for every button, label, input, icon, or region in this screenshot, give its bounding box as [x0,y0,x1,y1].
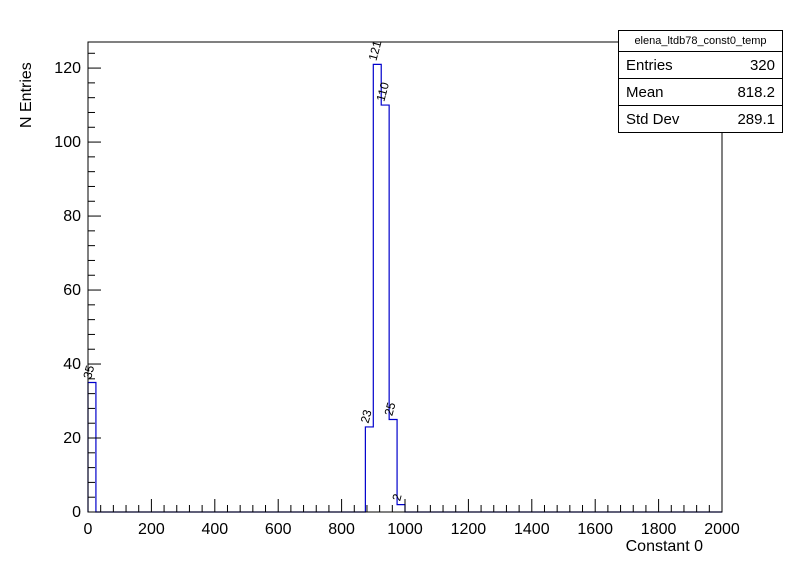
x-tick-label: 1400 [514,521,550,538]
x-tick-label: 800 [328,521,355,538]
bin-count-label: 2 [389,492,404,502]
x-tick-label: 0 [84,521,93,538]
stats-box-title: elena_ltdb78_const0_temp [619,31,782,52]
x-tick-label: 1200 [451,521,487,538]
x-tick-label: 1800 [641,521,677,538]
stats-value-mean: 818.2 [737,83,775,101]
y-tick-label: 40 [63,356,81,373]
stats-box: elena_ltdb78_const0_temp Entries 320 Mea… [618,30,783,133]
x-tick-label: 400 [201,521,228,538]
stats-row-stddev: Std Dev 289.1 [619,106,782,132]
x-tick-label: 1000 [387,521,423,538]
stats-row-entries: Entries 320 [619,52,782,79]
stats-label-entries: Entries [626,56,673,74]
stats-value-entries: 320 [749,56,775,74]
y-tick-label: 60 [63,282,81,299]
y-tick-label: 20 [63,430,81,447]
y-tick-label: 80 [63,208,81,225]
x-tick-label: 200 [138,521,165,538]
stats-label-stddev: Std Dev [626,110,680,128]
y-tick-label: 100 [54,134,81,151]
stats-label-mean: Mean [626,83,664,101]
y-axis-title: N Entries [18,62,35,128]
x-tick-label: 600 [265,521,292,538]
x-tick-label: 1600 [577,521,613,538]
bin-count-label: 110 [374,80,393,102]
bin-count-label: 25 [381,400,398,417]
bin-count-label: 23 [358,408,375,425]
y-tick-label: 120 [54,60,81,77]
x-axis-title: Constant 0 [625,538,703,555]
stats-value-stddev: 289.1 [737,110,775,128]
x-tick-label: 2000 [704,521,740,538]
bin-count-label: 35 [80,363,97,380]
bin-count-label: 121 [366,39,385,62]
stats-row-mean: Mean 818.2 [619,79,782,106]
y-tick-label: 0 [72,504,81,521]
